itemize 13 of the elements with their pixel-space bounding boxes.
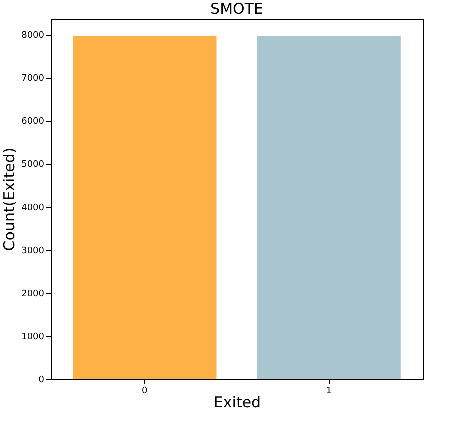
y-axis-title: Count(Exited) xyxy=(0,148,19,252)
y-tick-label: 6000 xyxy=(22,117,45,128)
x-tick-label: 1 xyxy=(326,386,332,396)
chart-title: SMOTE xyxy=(210,0,264,18)
y-tick-label: 1000 xyxy=(22,332,45,342)
y-tick-label: 2000 xyxy=(22,289,45,300)
y-tick-label: 8000 xyxy=(22,31,45,41)
x-axis-title: Exited xyxy=(214,394,262,412)
y-tick-label: 4000 xyxy=(22,203,45,214)
y-tick-label: 3000 xyxy=(22,246,45,256)
y-tick-label: 7000 xyxy=(22,74,45,84)
y-tick-label: 0 xyxy=(38,376,45,386)
y-tick-label: 5000 xyxy=(22,160,45,170)
